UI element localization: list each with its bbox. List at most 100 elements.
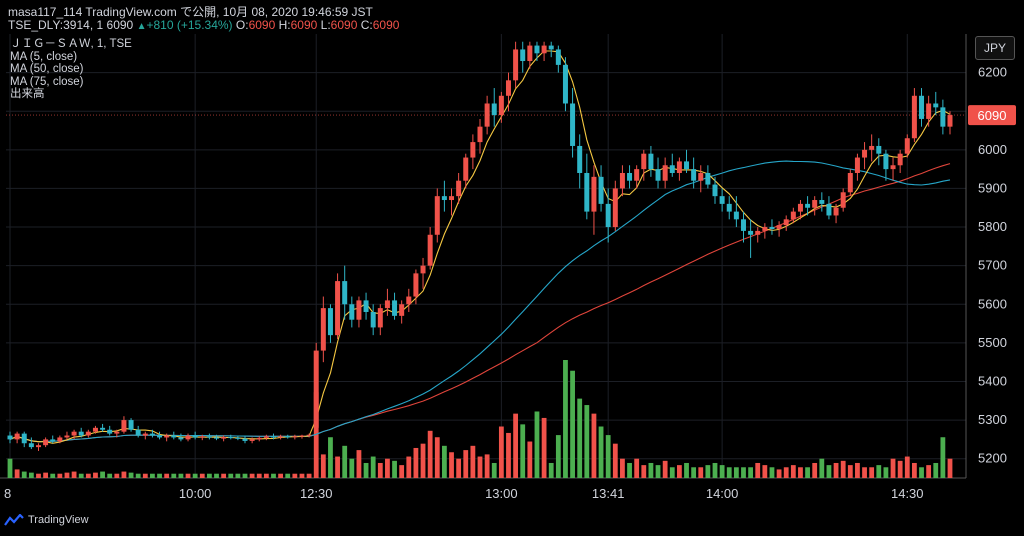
volume-bar <box>484 454 490 478</box>
candle-body <box>392 300 398 316</box>
volume-bar <box>947 458 953 478</box>
volume-bar <box>705 465 711 478</box>
legend-ma5[interactable]: MA (5, close) <box>10 50 78 63</box>
candle-body <box>484 103 490 127</box>
legend-symbol[interactable]: ＪＩＧ－ＳＡＷ, 1, TSE <box>10 38 132 50</box>
candle-body <box>919 95 925 119</box>
volume-bar <box>513 413 519 478</box>
volume-bar <box>527 441 533 478</box>
candle-body <box>605 203 611 228</box>
candle-body <box>199 436 205 438</box>
volume-bar <box>256 473 262 478</box>
candle-body <box>947 115 953 127</box>
candle-body <box>427 234 433 266</box>
candle-body <box>377 308 383 328</box>
legend-ma50[interactable]: MA (50, close) <box>10 63 84 75</box>
low-label: L: <box>320 18 331 32</box>
candle-body <box>64 435 70 438</box>
symbol-label: TSE_DLY:3914, 1 <box>8 18 104 32</box>
ma5-line <box>9 50 951 444</box>
volume-bar <box>206 473 212 478</box>
volume-bar <box>598 426 604 478</box>
price-tick-label: 5200 <box>978 451 1007 466</box>
volume-bar <box>662 460 668 478</box>
volume-bar <box>363 462 369 478</box>
volume-bar <box>299 473 305 478</box>
candle-body <box>555 49 561 65</box>
volume-bar <box>847 465 853 478</box>
candle-body <box>869 145 875 150</box>
price-tick-label: 5300 <box>978 412 1007 427</box>
volume-bar <box>605 435 611 478</box>
candle-body <box>270 436 276 438</box>
volume-bar <box>114 473 120 478</box>
candle-body <box>847 172 853 193</box>
candle-body <box>299 435 305 437</box>
volume-bar <box>634 458 640 478</box>
candle-body <box>705 172 711 185</box>
up-arrow-icon: ▲ <box>136 21 147 32</box>
price-tick-label: 5700 <box>978 258 1007 273</box>
volume-bar <box>121 471 127 478</box>
volume-bar <box>869 467 875 478</box>
currency-button[interactable]: JPY <box>975 36 1015 60</box>
candle-body <box>904 138 910 154</box>
candle-body <box>733 211 739 220</box>
time-tick-label: 14:00 <box>706 486 739 501</box>
volume-bar <box>78 473 84 478</box>
volume-bar <box>313 392 319 478</box>
candle-body <box>320 308 326 351</box>
volume-bar <box>214 473 219 478</box>
candle-body <box>598 176 604 204</box>
legend-ma75[interactable]: MA (75, close) <box>10 75 84 88</box>
candle-body <box>327 308 333 336</box>
candle-body <box>413 273 419 297</box>
volume-bar <box>498 426 504 478</box>
volume-bar <box>506 432 511 478</box>
candle-body <box>584 172 590 212</box>
candle-body <box>135 429 141 436</box>
volume-bar <box>470 445 476 478</box>
close-label: C: <box>360 18 373 32</box>
volume-bar <box>911 462 917 478</box>
volume-bar <box>263 473 269 478</box>
candle-body <box>477 126 483 143</box>
candle-body <box>769 227 775 229</box>
time-tick-label: 13:00 <box>485 486 518 501</box>
candle-body <box>256 437 262 440</box>
volume-bar <box>940 437 946 478</box>
volume-bar <box>520 424 526 478</box>
chart-header: masa117_114 TradingView.com で公開, 10月 08,… <box>0 0 1024 34</box>
volume-bar <box>399 465 405 478</box>
volume-bar <box>840 460 846 478</box>
candle-body <box>399 304 405 316</box>
low-value: 6090 <box>330 18 358 32</box>
volume-bar <box>185 473 191 478</box>
last-value: 6090 <box>106 18 134 32</box>
candle-body <box>833 207 839 216</box>
price-tick-label: 5600 <box>978 296 1007 311</box>
candle-body <box>100 427 106 430</box>
volume-bar <box>805 467 810 478</box>
volume-bar <box>783 467 789 478</box>
candle-body <box>71 431 77 436</box>
volume-bar <box>762 465 768 478</box>
volume-bar <box>199 473 205 478</box>
candle-body <box>470 142 476 158</box>
volume-bar <box>826 465 832 478</box>
legend-volume[interactable]: 出来高 <box>10 88 45 100</box>
candle-body <box>541 45 547 54</box>
candle-body <box>85 431 91 436</box>
volume-bar <box>719 465 725 478</box>
candle-body <box>14 433 20 440</box>
candle-body <box>890 165 896 170</box>
volume-bar <box>135 473 141 478</box>
tradingview-logo-icon <box>4 514 24 526</box>
candle-body <box>157 435 163 438</box>
candle-body <box>449 196 455 201</box>
candle-body <box>363 300 369 312</box>
candle-body <box>28 443 34 448</box>
volume-bar <box>855 462 860 478</box>
volume-bar <box>93 472 98 478</box>
